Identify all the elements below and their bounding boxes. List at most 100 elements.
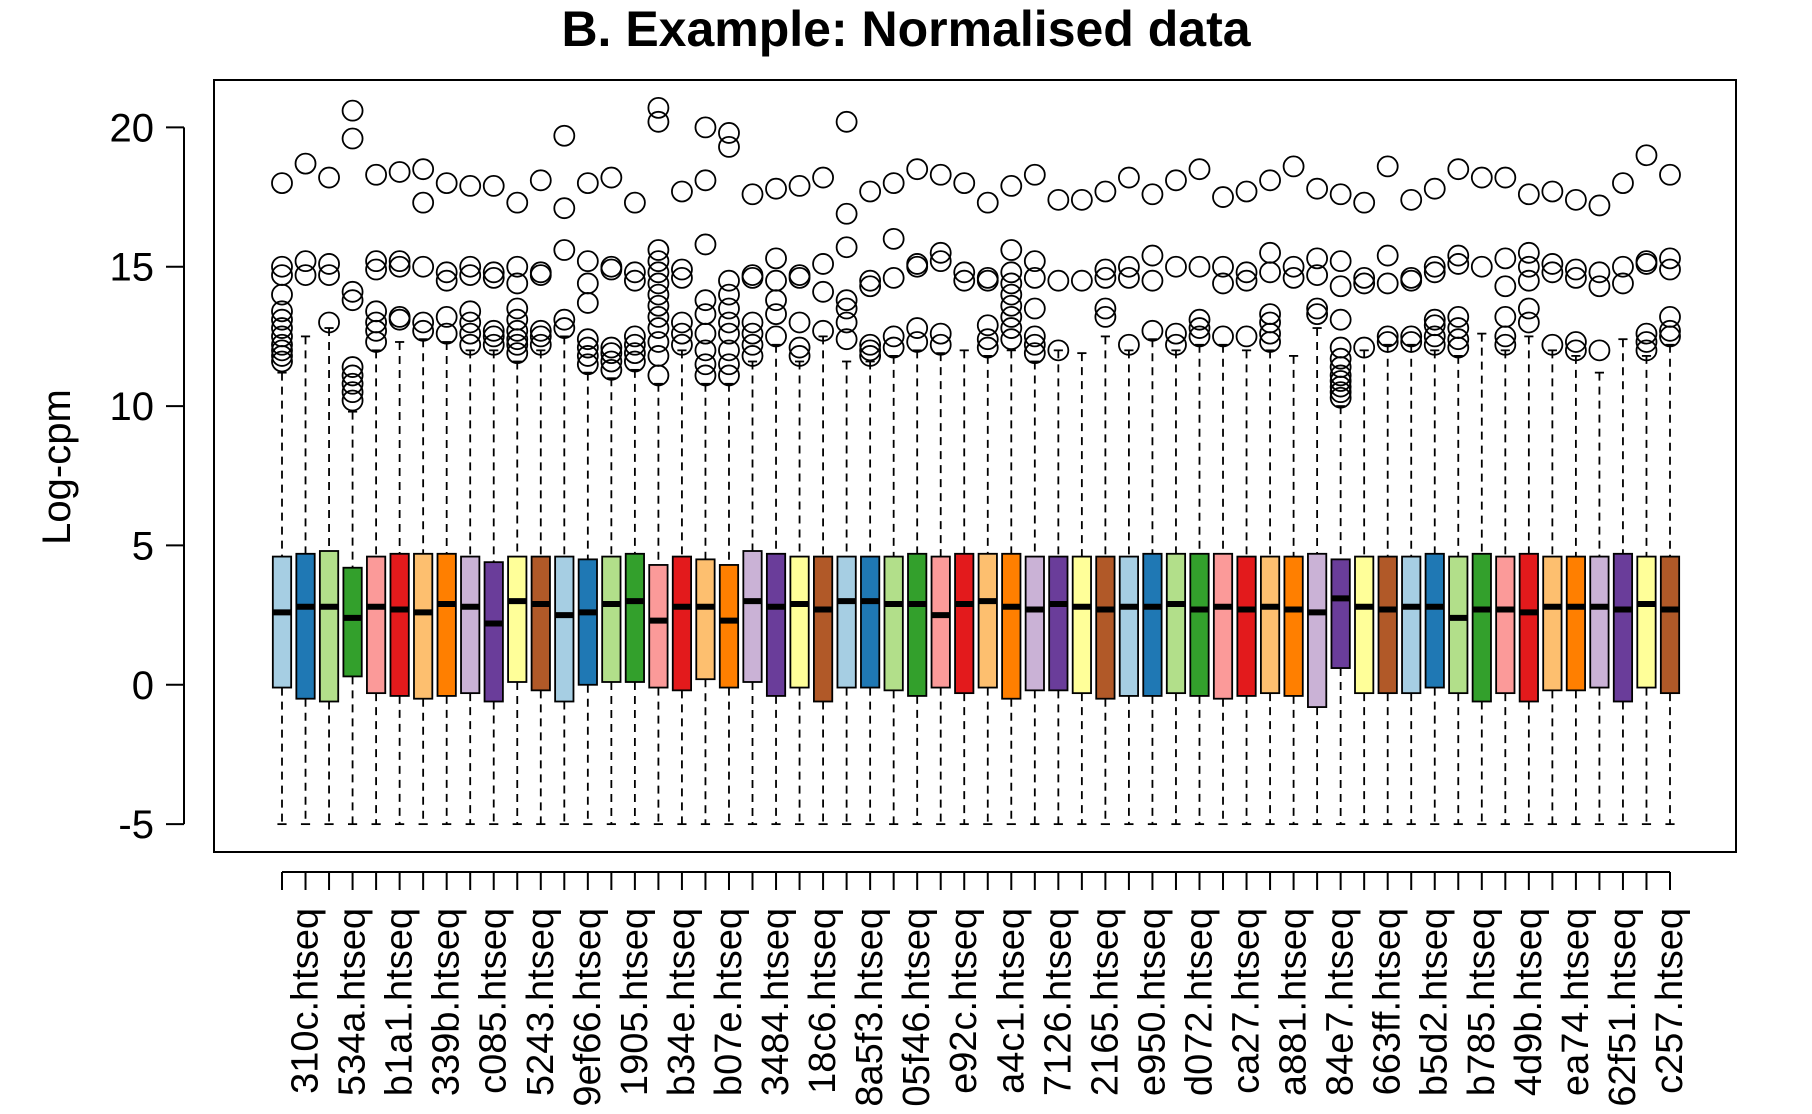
outlier-point xyxy=(600,166,623,189)
outlier-point xyxy=(906,331,929,353)
outlier-point xyxy=(1212,255,1234,278)
outlier-point xyxy=(1564,188,1587,211)
box xyxy=(624,552,645,683)
outlier-point xyxy=(1447,317,1470,339)
outlier-point xyxy=(1023,297,1046,320)
outlier-point xyxy=(1000,283,1023,306)
x-tick-label: 2165.htseq xyxy=(1084,908,1126,1096)
outlier-point xyxy=(647,331,670,353)
outlier-point xyxy=(1141,183,1164,206)
outlier-point xyxy=(812,166,834,189)
outlier-point xyxy=(929,322,952,345)
outlier-point xyxy=(929,333,952,356)
outlier-point xyxy=(1494,166,1517,189)
outlier-point xyxy=(718,122,740,144)
outlier-point xyxy=(482,333,505,356)
outlier-point xyxy=(741,183,764,206)
outlier-point xyxy=(623,350,646,373)
outlier-point xyxy=(412,255,435,278)
box xyxy=(671,555,693,692)
outlier-point xyxy=(1282,155,1305,178)
outlier-point xyxy=(388,305,411,328)
outlier-point xyxy=(1188,308,1211,331)
outlier-point xyxy=(1259,322,1281,345)
outlier-point xyxy=(788,336,811,359)
box xyxy=(1048,555,1069,692)
outlier-point xyxy=(271,339,293,362)
box xyxy=(601,555,622,683)
outlier-point xyxy=(1047,188,1070,211)
box xyxy=(1377,555,1398,695)
outlier-point xyxy=(1329,308,1352,331)
outlier-point xyxy=(882,172,905,195)
box xyxy=(1236,555,1257,697)
outlier-point xyxy=(1659,258,1681,281)
box xyxy=(342,566,363,678)
outlier-point xyxy=(671,333,693,356)
box xyxy=(930,555,951,689)
outlier-point xyxy=(647,239,670,261)
outlier-point xyxy=(482,175,505,197)
outlier-point xyxy=(694,233,717,256)
outlier-point xyxy=(482,261,505,284)
x-axis: 310c.htseq 534a.htseq b1a1.htseq 339b.htseq… xyxy=(281,871,1691,1107)
outlier-point xyxy=(1635,250,1658,273)
outlier-point xyxy=(976,336,999,359)
outlier-point xyxy=(765,177,787,200)
outlier-point xyxy=(741,345,764,367)
outlier-point xyxy=(1329,370,1352,392)
outlier-point xyxy=(1541,253,1564,275)
outlier-point xyxy=(976,328,999,351)
outlier-point xyxy=(741,311,764,334)
outlier-point xyxy=(341,364,364,387)
outlier-point xyxy=(506,272,529,295)
outlier-point xyxy=(459,175,482,197)
x-tick-label: 05f46.htseq xyxy=(896,908,938,1107)
outlier-point xyxy=(812,319,834,342)
outlier-point xyxy=(529,325,552,348)
outlier-point xyxy=(341,99,364,122)
outlier-point xyxy=(341,127,364,150)
outlier-point xyxy=(671,266,693,289)
outlier-point xyxy=(1094,305,1117,328)
outlier-point xyxy=(1612,272,1634,295)
outlier-point xyxy=(1635,144,1658,167)
x-tick-label: 663ff.htseq xyxy=(1367,908,1409,1095)
box xyxy=(1165,552,1187,695)
outlier-point xyxy=(671,322,693,345)
outlier-point xyxy=(1000,261,1023,284)
outlier-point xyxy=(1094,266,1117,289)
outlier-point xyxy=(1588,194,1611,217)
box xyxy=(1095,555,1116,700)
box xyxy=(413,552,434,700)
outlier-point xyxy=(859,269,882,292)
box xyxy=(1401,555,1422,695)
box xyxy=(436,552,457,697)
box xyxy=(1071,555,1092,695)
x-tick-label: ca27.htseq xyxy=(1226,908,1268,1094)
outlier-point xyxy=(1400,188,1423,211)
box xyxy=(1118,555,1139,697)
outlier-point xyxy=(1447,253,1470,275)
box xyxy=(1001,552,1022,700)
outlier-point xyxy=(1376,325,1399,348)
outlier-point xyxy=(412,191,435,214)
outlier-point xyxy=(294,250,317,273)
outlier-point xyxy=(1470,166,1493,189)
outlier-point xyxy=(1635,339,1658,362)
outlier-point xyxy=(529,261,552,284)
outlier-point xyxy=(294,152,317,175)
outlier-point xyxy=(365,163,388,186)
x-tick-label: b07e.htseq xyxy=(708,908,750,1096)
outlier-point xyxy=(365,300,388,323)
outlier-point xyxy=(906,317,929,339)
outlier-point xyxy=(459,333,482,356)
box xyxy=(1659,555,1681,695)
outlier-point xyxy=(929,163,952,186)
box xyxy=(389,552,410,697)
outlier-point xyxy=(1423,308,1446,331)
outlier-point xyxy=(271,333,293,356)
box xyxy=(1307,552,1328,708)
x-tick-label: d072.htseq xyxy=(1178,908,1220,1096)
box xyxy=(695,558,716,681)
